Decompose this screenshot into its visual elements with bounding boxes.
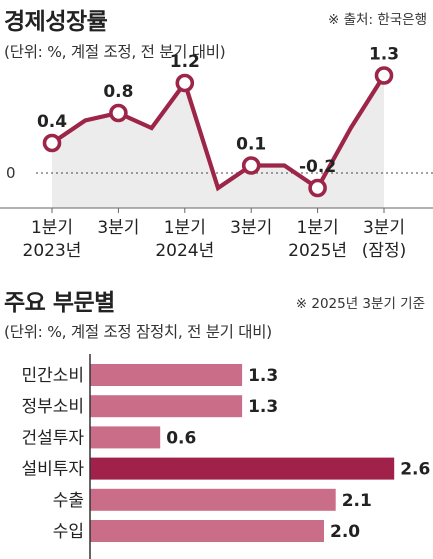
growth-data-point bbox=[175, 73, 195, 93]
bar-value-label: 1.3 bbox=[248, 397, 278, 417]
x-tick-label: 3분기 bbox=[97, 218, 139, 238]
sector-chart-title: 주요 부문별 bbox=[4, 290, 115, 316]
sector-bar-chart: 민간소비 1.3 정부소비 1.3 건설투자 0.6 설비투자 2.6 수출 2.1 수입 2.0 bbox=[21, 354, 430, 559]
x-tick-label: 1분기 bbox=[297, 218, 339, 238]
zero-tick-label: 0 bbox=[6, 164, 16, 182]
growth-data-label: 1.2 bbox=[170, 52, 200, 72]
growth-data-label: 1.3 bbox=[369, 45, 399, 65]
bar-category-label: 수입 bbox=[53, 522, 84, 542]
growth-series-line bbox=[50, 74, 386, 192]
sector-basis-note: ※ 2025년 3분기 기준 bbox=[295, 296, 425, 312]
x-tick-label: 1분기 bbox=[164, 218, 206, 238]
bar-category-label: 수출 bbox=[53, 491, 84, 511]
x-tick-label: 1분기 bbox=[31, 218, 73, 238]
bar-category-label: 민간소비 bbox=[21, 366, 84, 386]
x-tick-sublabel: (잠정) bbox=[362, 241, 407, 261]
x-tick-label: 3분기 bbox=[230, 218, 272, 238]
bar-category-label: 설비투자 bbox=[21, 460, 84, 480]
growth-data-point bbox=[308, 178, 327, 198]
growth-data-point bbox=[241, 156, 261, 175]
x-tick-sublabel: 2025년 bbox=[288, 241, 347, 261]
x-tick-sublabel: 2023년 bbox=[23, 241, 82, 261]
x-tick-label: 3분기 bbox=[363, 218, 405, 238]
bar bbox=[90, 520, 324, 542]
growth-chart-title: 경제성장률 bbox=[4, 9, 108, 35]
sector-unit-note: (단위: %, 계절 조정 잠정치, 전 분기 대비) bbox=[4, 323, 272, 341]
bar bbox=[90, 488, 336, 511]
bar-category-label: 건설투자 bbox=[21, 428, 84, 448]
growth-data-label: 0.4 bbox=[37, 112, 67, 132]
growth-source-note: ※ 출처: 한국은행 bbox=[328, 12, 427, 28]
growth-line-chart: 0 0.4 0.8 1.2 0.1 -0.2 1.3 1분기 2023년 3분기 1분기 2024년… bbox=[0, 45, 433, 261]
x-tick-sublabel: 2024년 bbox=[155, 241, 214, 261]
growth-data-label: -0.2 bbox=[299, 157, 336, 177]
bar bbox=[90, 426, 161, 449]
growth-data-point bbox=[374, 66, 394, 85]
bar-category-label: 정부소비 bbox=[21, 397, 84, 417]
growth-data-label: 0.8 bbox=[103, 82, 133, 102]
growth-unit-note: (단위: %, 계절 조정, 전 분기 대비) bbox=[4, 43, 226, 61]
bar-value-label: 2.6 bbox=[400, 460, 430, 480]
bar bbox=[90, 395, 243, 418]
growth-area bbox=[52, 75, 384, 208]
bar-highlighted bbox=[90, 457, 395, 480]
growth-data-point bbox=[109, 103, 128, 123]
bar-value-label: 2.0 bbox=[330, 522, 360, 542]
growth-data-point bbox=[42, 133, 62, 153]
growth-data-label: 0.1 bbox=[236, 135, 266, 155]
bar bbox=[90, 364, 243, 386]
bar-value-label: 0.6 bbox=[166, 428, 196, 448]
bar-value-label: 1.3 bbox=[248, 366, 278, 386]
bar-value-label: 2.1 bbox=[342, 491, 372, 511]
